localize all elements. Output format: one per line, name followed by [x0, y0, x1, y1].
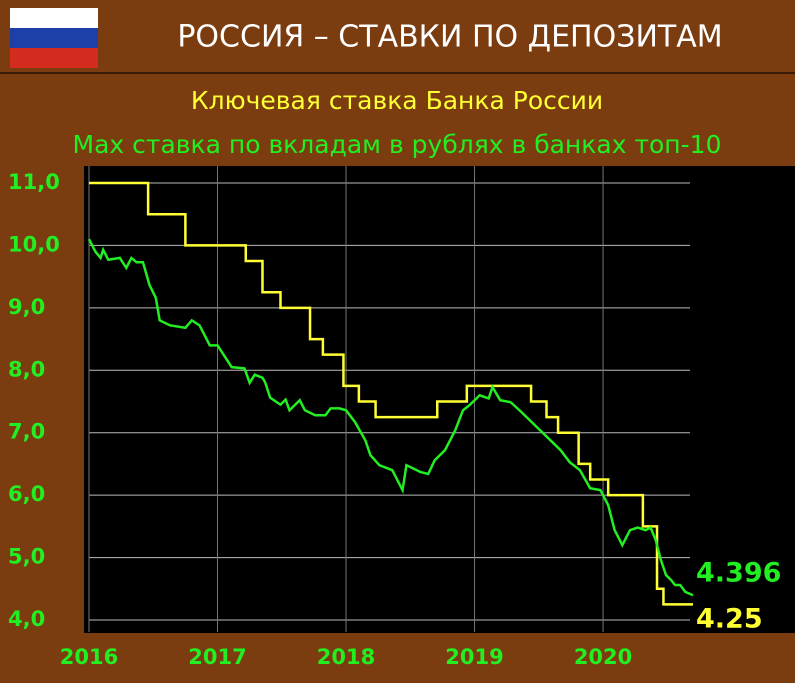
- legend-entry: Max ставка по вкладам в рублях в банках …: [73, 130, 722, 159]
- y-tick-label: 7,0: [8, 420, 45, 444]
- end-label: 4.25: [696, 604, 763, 635]
- series-line: [87, 238, 694, 597]
- end-label: 4.396: [696, 558, 781, 589]
- y-tick-label: 4,0: [8, 607, 45, 631]
- plot-area: [84, 166, 795, 633]
- y-tick-label: 5,0: [8, 545, 45, 569]
- x-tick-label: 2016: [60, 645, 118, 669]
- flag-red: [10, 48, 98, 68]
- x-tick-label: 2020: [574, 645, 632, 669]
- x-tick-label: 2017: [188, 645, 246, 669]
- y-tick-label: 8,0: [8, 357, 45, 381]
- flag-white: [10, 8, 98, 28]
- series-line: [89, 181, 693, 606]
- x-tick-label: 2019: [445, 645, 503, 669]
- x-tick-label: 2018: [317, 645, 375, 669]
- y-tick-label: 9,0: [8, 295, 45, 319]
- chart-title: РОССИЯ – СТАВКИ ПО ДЕПОЗИТАМ: [177, 20, 722, 55]
- flag-blue: [10, 28, 98, 48]
- legend-entry: Ключевая ставка Банка России: [191, 86, 603, 115]
- y-tick-label: 11,0: [8, 170, 60, 194]
- y-tick-label: 6,0: [8, 482, 45, 506]
- y-tick-label: 10,0: [8, 232, 60, 256]
